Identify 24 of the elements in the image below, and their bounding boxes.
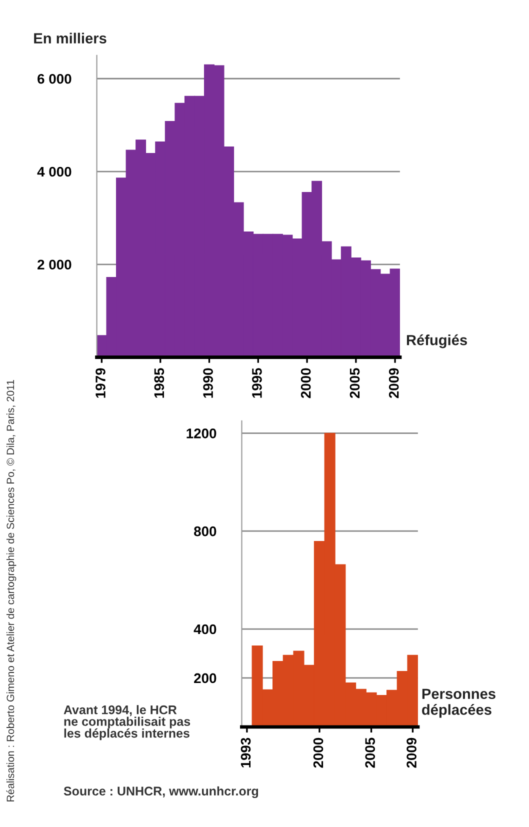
x-tick-label: 1985: [154, 368, 164, 398]
x-tick-label: 2000: [300, 368, 311, 398]
x-tick-label: 2009: [406, 738, 416, 768]
y-tick-label: 400: [194, 624, 216, 634]
y-axis-title: En milliers: [34, 32, 106, 44]
text: Avant 1994, le HCR ne comptabilisait pas les déplacés internes: [64, 705, 190, 740]
y-tick-label: 6 000: [38, 74, 72, 84]
series-label: Personnes déplacées: [422, 688, 496, 718]
series-label: Réfugiés: [406, 334, 467, 348]
x-tick-label: 1979: [96, 368, 106, 398]
y-tick-label: 1200: [186, 428, 216, 438]
x-tick-label: 1995: [252, 368, 262, 398]
text: Réalisation : Roberto Gimeno et Atelier de cartographie de Sciences Po, © Dila, Paris, 2011: [6, 380, 16, 802]
y-tick-label: 800: [194, 526, 216, 536]
x-tick-label: 2005: [350, 368, 360, 398]
x-tick-label: 2009: [388, 368, 399, 398]
x-tick-label: 1990: [203, 368, 213, 398]
y-tick-label: 2 000: [38, 260, 72, 270]
x-tick-label: 2005: [365, 738, 376, 768]
source-note: Source : UNHCR, www.unhcr.org: [64, 786, 258, 798]
y-tick-label: 200: [194, 673, 216, 684]
x-tick-label: 2000: [313, 738, 324, 768]
y-tick-label: 4 000: [37, 166, 72, 177]
x-tick-label: 1993: [240, 738, 251, 768]
